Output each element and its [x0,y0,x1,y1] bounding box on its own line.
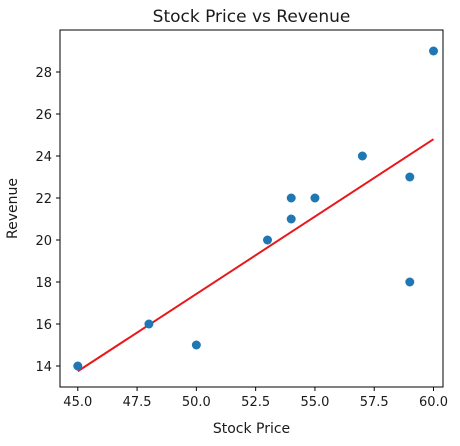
data-point [357,151,367,161]
x-tick-label: 45.0 [63,395,92,410]
data-point [405,172,415,182]
y-tick-label: 26 [35,108,52,123]
y-tick-label: 24 [35,150,52,165]
y-tick-label: 14 [35,360,52,375]
y-axis-label: Revenue [5,178,21,239]
data-point [191,340,201,350]
data-point [405,277,415,287]
data-points [73,46,439,371]
x-axis-ticks: 45.0 47.5 50.0 52.5 55.0 57.5 60.0 [63,387,448,410]
x-tick-label: 52.5 [241,395,270,410]
y-tick-label: 20 [35,234,52,249]
data-point [73,361,83,371]
data-point [144,319,154,329]
data-point [286,193,296,203]
chart-title: Stock Price vs Revenue [153,7,351,27]
data-point [263,235,273,245]
x-tick-label: 60.0 [419,395,448,410]
data-point [429,46,439,56]
x-axis-label: Stock Price [213,421,290,437]
x-tick-label: 57.5 [360,395,389,410]
y-tick-label: 18 [35,276,52,291]
y-tick-label: 22 [35,192,52,207]
data-point [286,214,296,224]
x-tick-label: 47.5 [123,395,152,410]
y-tick-label: 16 [35,318,52,333]
x-tick-label: 55.0 [300,395,329,410]
x-tick-label: 50.0 [182,395,211,410]
y-tick-label: 28 [35,66,52,81]
plot-area-frame [59,29,444,388]
y-axis-ticks: 14 16 18 20 22 24 26 28 [35,66,60,375]
data-point [310,193,320,203]
trend-line [77,138,435,373]
